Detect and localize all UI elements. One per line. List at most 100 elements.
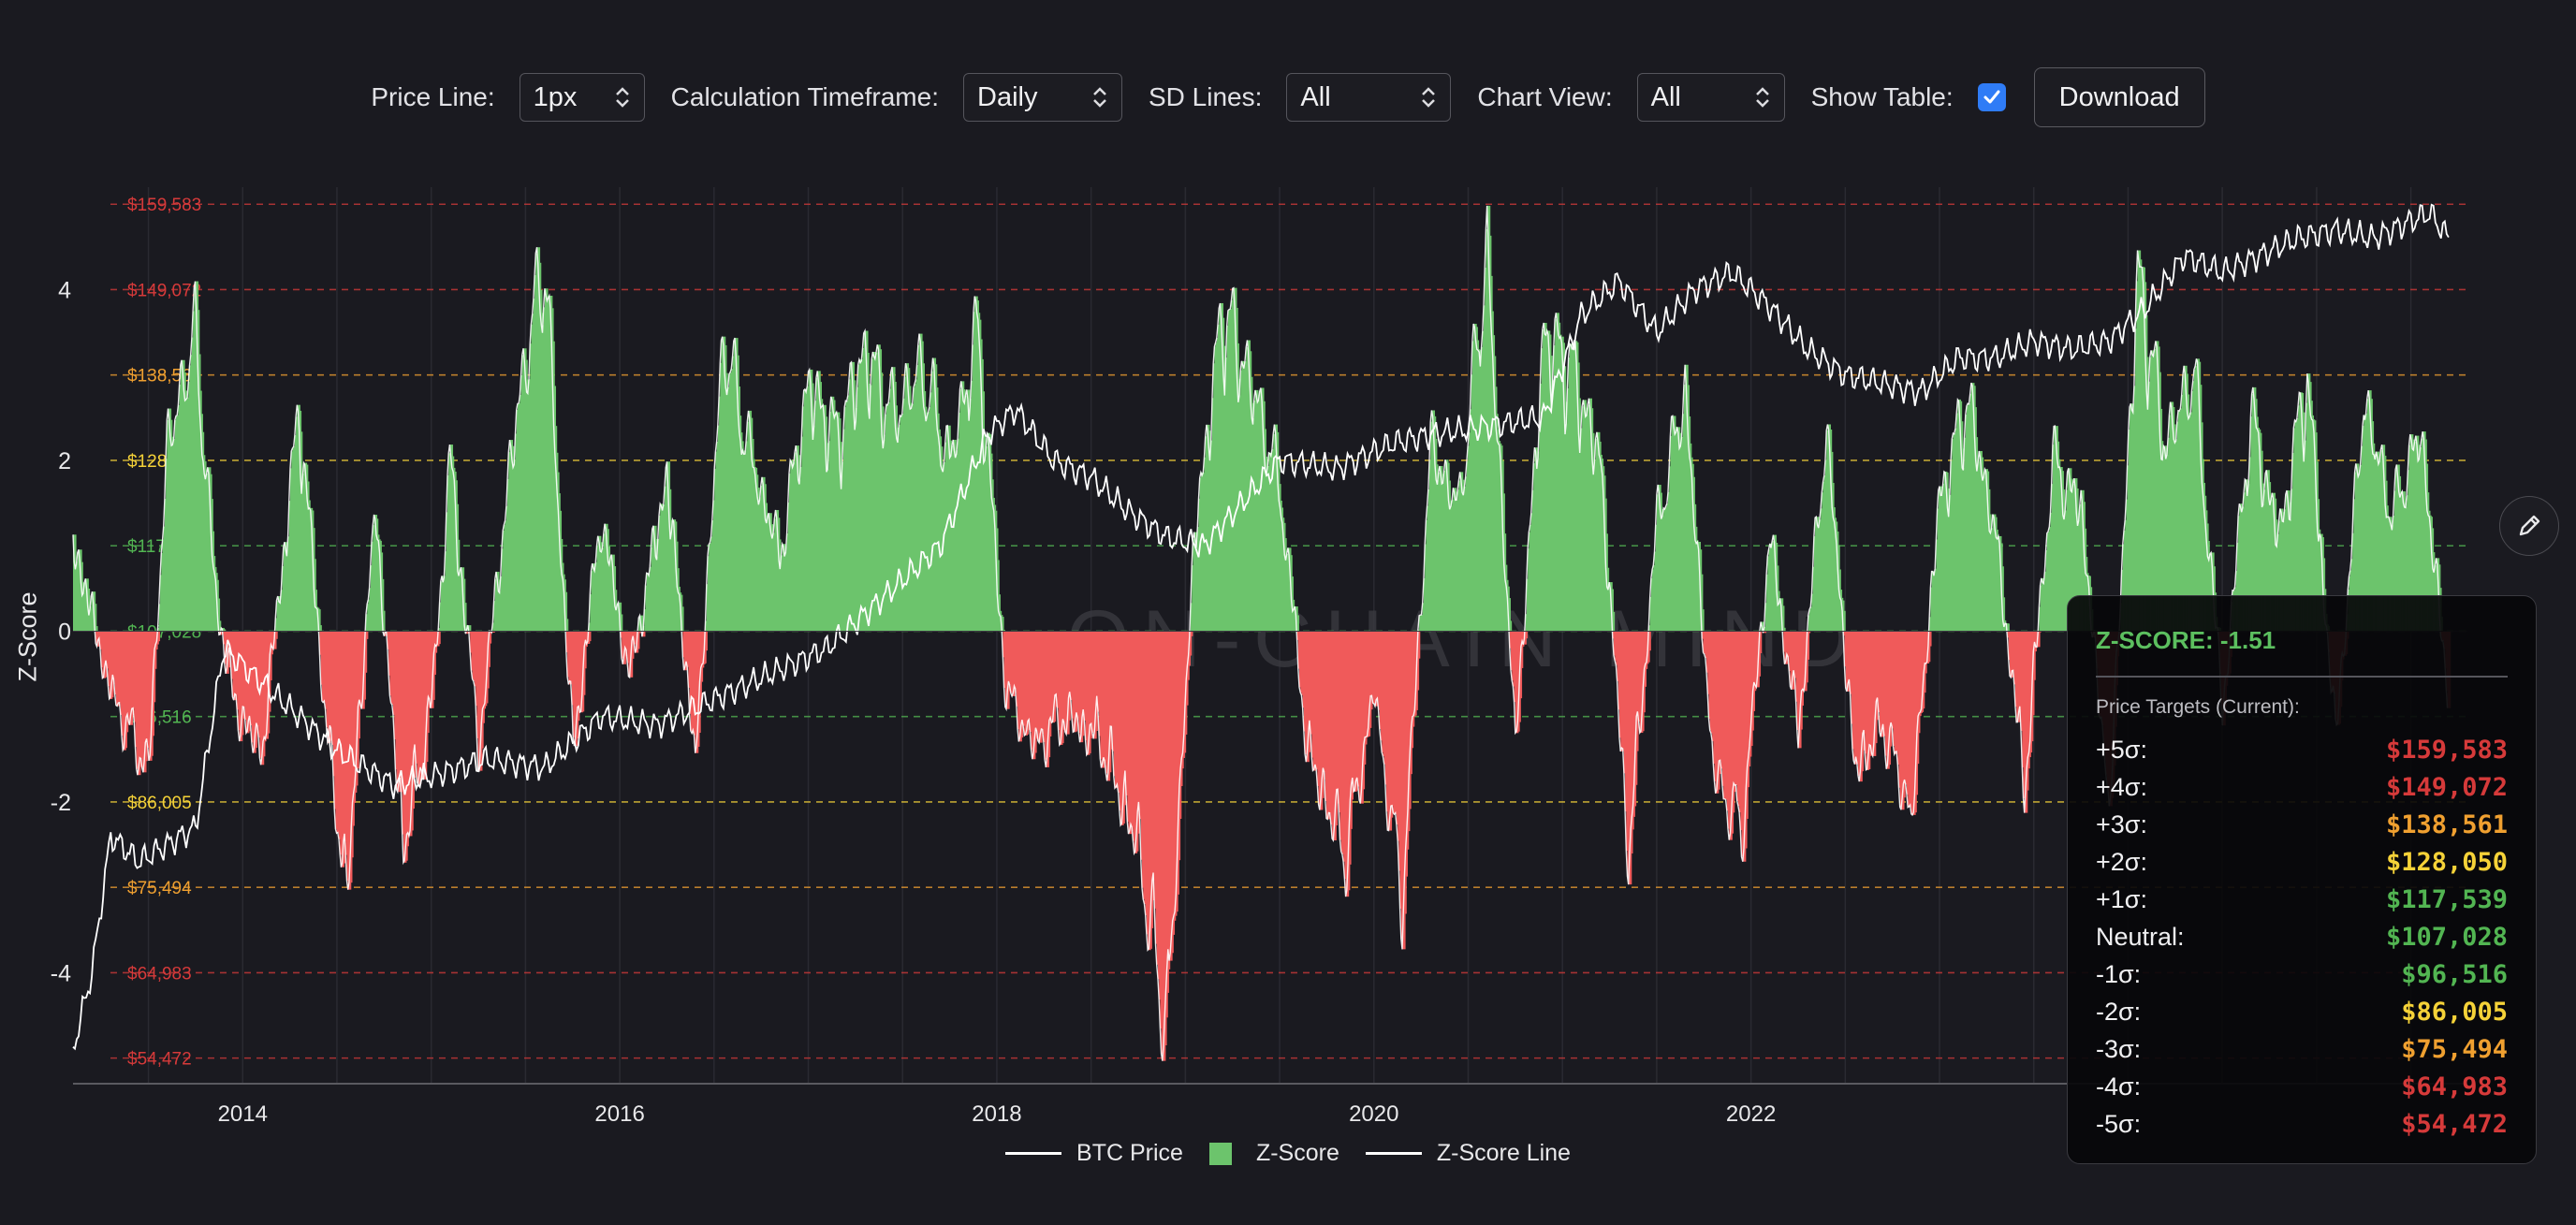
sd-lines-value: All bbox=[1300, 81, 1331, 112]
zscore-bar bbox=[1416, 631, 1421, 659]
legend-box-swatch bbox=[1208, 1142, 1232, 1165]
timeframe-select[interactable]: Daily bbox=[963, 73, 1122, 122]
chevron-updown-icon bbox=[1420, 85, 1437, 109]
zscore-bar bbox=[381, 610, 386, 632]
zscore-bar bbox=[2001, 597, 2006, 632]
legend-item-zscore[interactable]: Z-Score bbox=[1208, 1140, 1339, 1167]
zscore-bar bbox=[1524, 631, 1529, 639]
zscore-bar bbox=[1758, 631, 1763, 653]
price-target-label: -1σ: bbox=[2096, 960, 2142, 988]
y-tick-label: 2 bbox=[58, 448, 71, 474]
zscore-bar bbox=[1507, 598, 1511, 632]
y-tick-label: -4 bbox=[51, 960, 71, 986]
price-target-value: $96,516 bbox=[2401, 960, 2508, 989]
legend-item-zscore-line[interactable]: Z-Score Line bbox=[1365, 1140, 1571, 1167]
chart-legend: BTC Price Z-Score Z-Score Line bbox=[0, 1140, 2576, 1167]
sd-price-label: $64,983 bbox=[127, 964, 192, 984]
chevron-updown-icon bbox=[1754, 85, 1771, 109]
y-tick-label: 0 bbox=[58, 619, 71, 645]
price-target-value: $138,561 bbox=[2385, 810, 2508, 839]
zscore-bar bbox=[1927, 631, 1932, 647]
price-line-value: 1px bbox=[533, 81, 578, 112]
lines-layer bbox=[72, 203, 2450, 1061]
download-button[interactable]: Download bbox=[2033, 67, 2205, 127]
legend-line-swatch bbox=[1005, 1152, 1062, 1155]
zscore-bar bbox=[222, 629, 227, 632]
legend-label: Z-Score Line bbox=[1436, 1140, 1571, 1166]
x-tick-label: 2022 bbox=[1726, 1101, 1776, 1127]
zscore-bar bbox=[364, 631, 369, 639]
chart-view-select[interactable]: All bbox=[1636, 73, 1785, 122]
zscore-bar bbox=[464, 625, 468, 632]
zscore-bar bbox=[220, 631, 224, 634]
zscore-bar bbox=[465, 631, 469, 634]
x-tick-label: 2020 bbox=[1349, 1101, 1398, 1127]
price-target-value: $54,472 bbox=[2401, 1110, 2508, 1139]
price-target-row: -3σ: $75,494 bbox=[2096, 1031, 2508, 1069]
price-target-value: $107,028 bbox=[2385, 923, 2508, 952]
zscore-bar bbox=[1807, 631, 1811, 634]
price-target-label: +3σ: bbox=[2096, 810, 2147, 839]
zscore-bar bbox=[318, 625, 322, 632]
zscore-bar bbox=[636, 631, 640, 649]
price-target-label: +5σ: bbox=[2096, 736, 2147, 764]
sd-price-label: $75,494 bbox=[127, 879, 192, 898]
zscore-bar bbox=[2038, 631, 2042, 633]
zscore-bar bbox=[564, 619, 569, 632]
price-target-value: $64,983 bbox=[2401, 1072, 2508, 1101]
x-tick-label: 2016 bbox=[594, 1101, 644, 1127]
zscore-bar bbox=[2032, 631, 2036, 680]
zscore-bar bbox=[156, 631, 161, 642]
price-target-label: +4σ: bbox=[2096, 773, 2147, 801]
sd-price-label: $86,005 bbox=[127, 794, 192, 813]
zscore-bar bbox=[680, 606, 684, 632]
sd-lines-select[interactable]: All bbox=[1286, 73, 1452, 122]
x-tick-label: 2018 bbox=[972, 1101, 1021, 1127]
zscore-bar bbox=[363, 631, 368, 673]
zscore-bar bbox=[1647, 631, 1651, 651]
zscore-bar bbox=[272, 631, 277, 649]
zscore-bar bbox=[467, 625, 472, 632]
price-target-row: +2σ: $128,050 bbox=[2096, 844, 2508, 882]
price-line-label: Price Line: bbox=[371, 82, 495, 111]
zscore-bar bbox=[487, 631, 490, 667]
zscore-bar bbox=[1701, 609, 1705, 632]
price-target-value: $128,050 bbox=[2385, 848, 2508, 877]
zscore-bar bbox=[583, 631, 587, 669]
price-targets-panel: Z-SCORE: -1.51 Price Targets (Current): … bbox=[2067, 595, 2537, 1164]
price-target-label: -3σ: bbox=[2096, 1035, 2142, 1063]
zscore-bar bbox=[1842, 610, 1846, 632]
sd-price-label: $54,472 bbox=[127, 1050, 192, 1070]
zscore-bar bbox=[1806, 631, 1810, 660]
zscore-bar bbox=[488, 631, 492, 644]
price-target-row: +3σ: $138,561 bbox=[2096, 807, 2508, 844]
legend-item-btc-price[interactable]: BTC Price bbox=[1005, 1140, 1183, 1167]
price-target-label: -5σ: bbox=[2096, 1110, 2142, 1138]
price-target-label: +2σ: bbox=[2096, 848, 2147, 876]
controls-bar: Price Line: 1px Calculation Timeframe: D… bbox=[0, 67, 2576, 127]
zscore-bar bbox=[2036, 631, 2041, 648]
price-line-select[interactable]: 1px bbox=[519, 73, 645, 122]
price-target-label: Neutral: bbox=[2096, 923, 2185, 951]
zscore-bar bbox=[2006, 623, 2010, 632]
timeframe-label: Calculation Timeframe: bbox=[670, 82, 939, 111]
price-target-label: -2σ: bbox=[2096, 998, 2142, 1026]
price-target-label: +1σ: bbox=[2096, 885, 2147, 913]
zscore-bar bbox=[564, 591, 568, 632]
legend-label: BTC Price bbox=[1076, 1140, 1183, 1166]
chevron-updown-icon bbox=[614, 85, 631, 109]
price-target-row: -4σ: $64,983 bbox=[2096, 1069, 2508, 1106]
price-target-row: -5σ: $54,472 bbox=[2096, 1106, 2508, 1144]
zscore-readout: Z-SCORE: -1.51 bbox=[2096, 626, 2276, 654]
legend-line-swatch bbox=[1365, 1152, 1422, 1155]
show-table-checkbox[interactable] bbox=[1977, 83, 2006, 111]
zscore-bar bbox=[384, 631, 388, 636]
price-target-row: -2σ: $86,005 bbox=[2096, 994, 2508, 1031]
edit-button[interactable] bbox=[2499, 496, 2559, 556]
zscore-bar bbox=[637, 631, 641, 634]
y-tick-label: -2 bbox=[51, 790, 71, 816]
chart-view-label: Chart View: bbox=[1477, 82, 1613, 111]
zscore-bar bbox=[1295, 615, 1299, 632]
checkmark-icon bbox=[1983, 90, 2000, 104]
